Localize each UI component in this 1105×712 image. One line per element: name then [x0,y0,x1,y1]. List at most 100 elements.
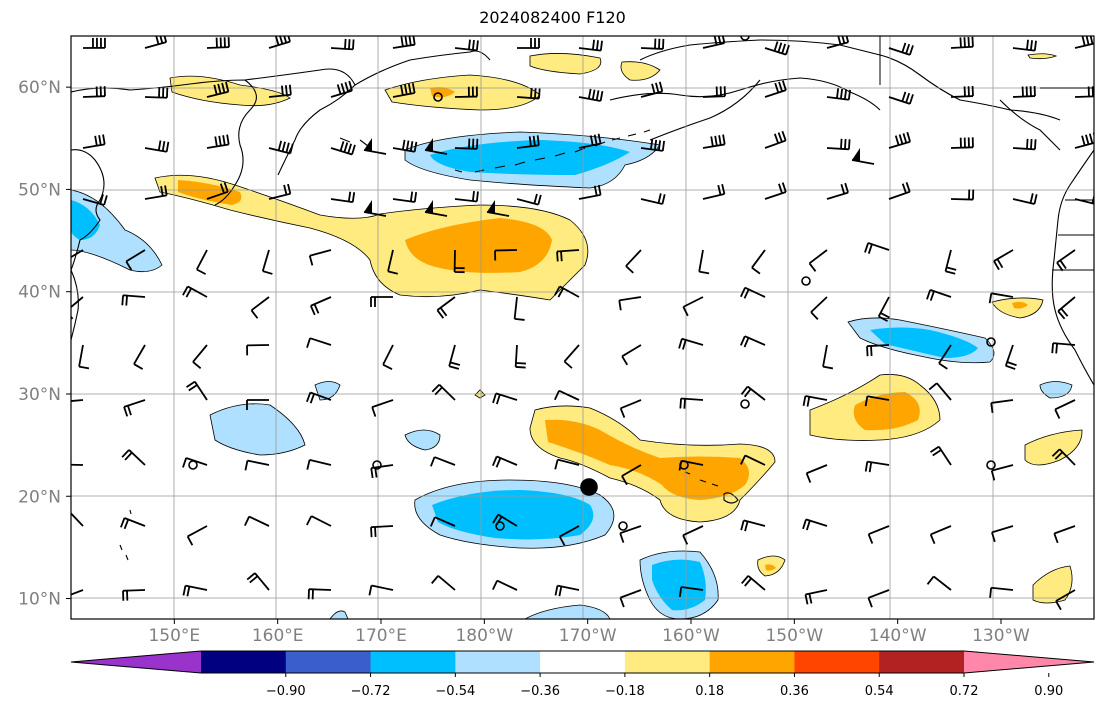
wind-barb [926,575,952,591]
wind-barb [740,385,766,401]
wind-barb [556,249,580,262]
wind-barb [702,134,726,149]
colorbar-segment [455,651,541,673]
wind-barb [268,183,292,200]
wind-barb [431,383,456,401]
wind-barb [492,579,518,591]
wind-barb [764,80,787,98]
wind-barb [554,389,580,401]
colorbar-segment [879,651,965,673]
wind-barb [826,88,851,101]
wind-barb [1012,193,1038,205]
wind-barb [621,464,642,486]
wind-barb [1012,86,1036,98]
wind-barb [71,589,84,596]
wind-barb [1074,132,1094,149]
wind-barb [678,586,704,598]
wind-barb [1056,249,1076,272]
colorbar-extend-max [964,651,1094,673]
lon-label: 180°W [455,626,513,646]
wind-barb [494,249,518,261]
wind-barb [950,189,975,201]
wind-barb [392,191,418,203]
wind-barb [888,182,911,200]
wind-barb [702,36,726,49]
wind-barb [867,589,890,608]
wind-barb [516,37,540,49]
wind-barb [826,182,849,200]
wind-barb [554,584,580,597]
wind-barb [702,86,726,98]
wind-barb-pennant [424,200,448,217]
wind-barb [492,455,518,468]
wind-barb-pennant [363,200,387,217]
map-layers [71,36,1094,619]
wind-barb [993,249,1014,271]
wind-barb [640,81,664,98]
wind-barb [431,575,456,591]
wind-barb [619,589,642,608]
wind-barb [578,39,603,52]
lat-label: 30°N [18,385,61,405]
wind-barb [640,38,665,50]
wind-barb [621,344,642,366]
wind-barb [82,134,106,149]
colorbar-segment [709,651,795,673]
wind-barb [864,242,890,254]
lon-label: 140°W [869,626,927,646]
wind-barb [144,140,170,153]
wind-barb [71,249,84,259]
wind-barb [246,344,270,356]
wind-barb [619,399,642,418]
wind-barb [808,249,828,272]
graticule [71,36,1094,619]
wind-barb [740,454,766,466]
wind-barb [578,88,604,102]
wind-barb [682,296,704,317]
wind-barb [82,86,106,98]
wind-barb [1074,36,1094,49]
wind-barb [950,137,974,149]
wind-barb [306,391,332,404]
wind-barb [192,344,208,370]
wind-barb [926,289,952,301]
wind-barb [988,292,1014,304]
wind-barb [682,525,704,545]
wind-barb [740,335,766,348]
wind-barb [268,84,292,98]
wind-barb [805,464,828,483]
wind-barb [454,138,479,150]
station-markers [188,36,996,531]
colorbar: −0.90 −0.72 −0.54 −0.36 −0.18 0.18 0.36 0.54 0.7… [70,650,1095,699]
wind-barb [867,525,890,544]
wind-barb [990,464,1014,481]
colorbar-tick-label: 0.72 [950,684,979,699]
latitude-axis: 60°N 50°N 40°N 30°N 20°N 10°N [18,78,71,610]
wind-barb [268,140,294,155]
wind-barb [182,584,208,597]
wind-barb [330,80,353,98]
wind-barb [764,130,787,149]
wind-barb [698,249,710,275]
colorbar-extend-min [71,651,201,673]
wind-barb [186,380,208,401]
wind-barb [1004,344,1017,370]
wind-barbs [71,36,1094,611]
wind-barb [125,249,146,271]
wind-barb [619,525,642,543]
wind-barb [387,249,398,275]
wind-barb [1051,448,1076,466]
wind-barb [121,449,146,466]
wind-barb [625,249,642,274]
wind-barb [371,399,394,417]
wind-barb [702,184,726,200]
colorbar-tick-label: −0.36 [520,684,560,699]
wind-barb [888,91,914,105]
wind-barb [370,296,394,307]
lon-label: 150°W [765,626,823,646]
wind-barb [430,516,456,527]
wind-barb-pennant [486,200,510,217]
wind-barb [306,459,332,470]
wind-barb [330,191,356,204]
